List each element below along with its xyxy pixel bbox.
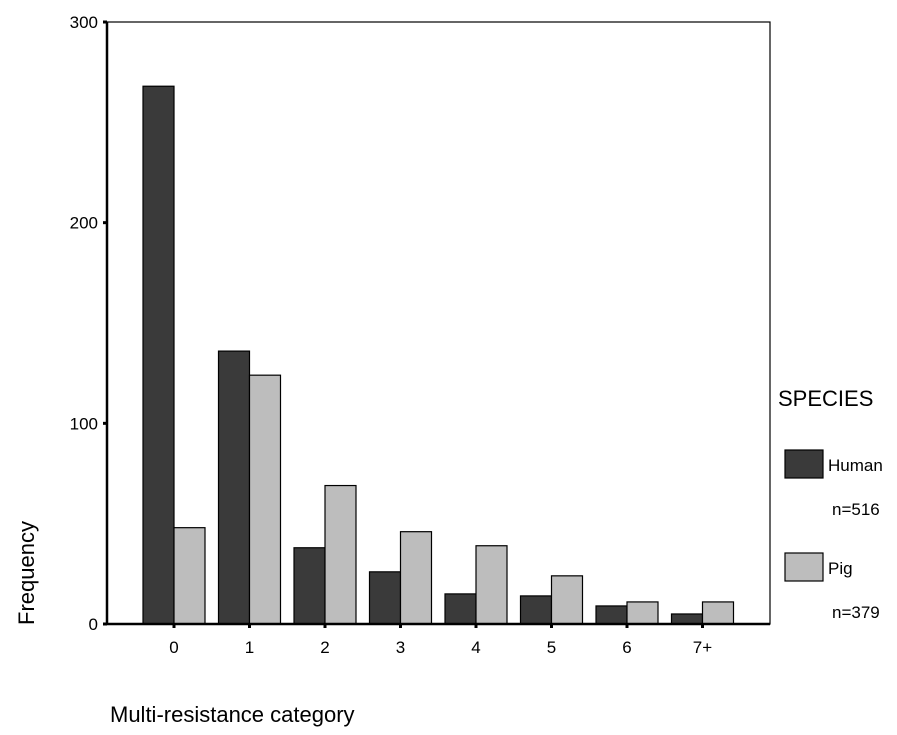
legend-label-human: Human <box>828 456 883 475</box>
bar-human-1 <box>217 350 251 625</box>
legend-count-human: n=516 <box>832 500 880 519</box>
bar-pig-4 <box>475 545 508 625</box>
x-tick-label: 1 <box>245 638 254 657</box>
legend-count-pig: n=379 <box>832 603 880 622</box>
bar-human-5 <box>519 595 553 625</box>
x-tick-label: 5 <box>547 638 556 657</box>
bar-human-2 <box>293 547 326 625</box>
legend-swatch-pig <box>784 552 824 582</box>
x-tick-label: 2 <box>320 638 329 657</box>
y-tick-label: 0 <box>89 615 98 634</box>
bar-human-3 <box>368 571 402 625</box>
x-tick-label: 3 <box>396 638 405 657</box>
bar-pig-5 <box>550 575 584 625</box>
bar-pig-0 <box>173 527 206 625</box>
y-tick-label: 200 <box>70 214 98 233</box>
x-tick-label: 0 <box>169 638 178 657</box>
bar-pig-6 <box>626 601 659 625</box>
y-tick-label: 300 <box>70 13 98 32</box>
x-tick-label: 6 <box>622 638 631 657</box>
axes: 0 1 2 3 4 5 6 7+ 0 100 200 300 <box>70 13 771 657</box>
bar-pig-7+ <box>701 601 735 625</box>
plot-area <box>142 85 735 625</box>
legend: SPECIES Human n=516 Pig n=379 <box>778 386 883 622</box>
bar-human-7+ <box>670 613 704 625</box>
x-axis-label: Multi-resistance category <box>110 702 355 727</box>
bar-human-6 <box>595 605 628 625</box>
y-tick-label: 100 <box>70 414 98 433</box>
bar-pig-1 <box>248 374 282 625</box>
bar-pig-3 <box>399 531 433 625</box>
legend-label-pig: Pig <box>828 559 853 578</box>
bar-human-4 <box>444 593 477 625</box>
y-axis-label: Frequency <box>14 521 39 625</box>
x-tick-label: 4 <box>471 638 480 657</box>
bar-pig-2 <box>324 484 357 625</box>
plot-frame <box>106 21 771 625</box>
bar-human-0 <box>142 85 175 625</box>
x-tick-label: 7+ <box>693 638 712 657</box>
legend-title: SPECIES <box>778 386 873 411</box>
legend-swatch-human <box>784 449 824 479</box>
